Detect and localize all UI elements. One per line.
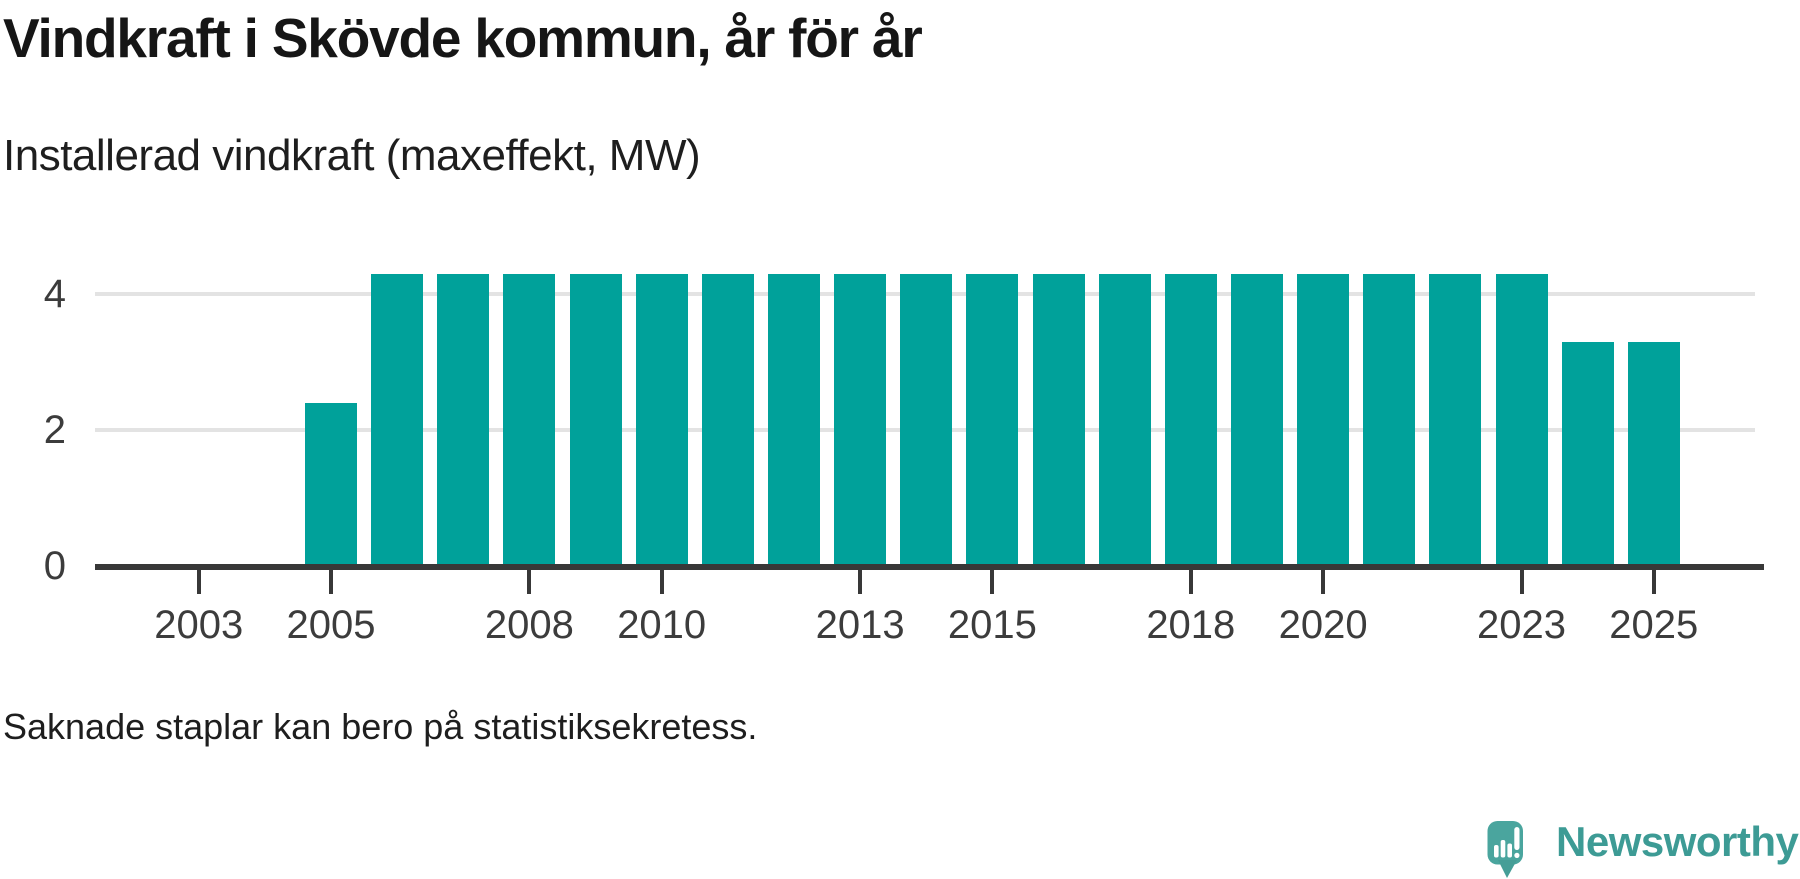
x-axis-tick-2005 — [329, 570, 333, 594]
bar-2010 — [635, 274, 688, 566]
x-axis-label-2020: 2020 — [1278, 603, 1368, 647]
x-axis-tick-2010 — [659, 570, 664, 594]
x-axis-label-2025: 2025 — [1609, 603, 1699, 647]
x-axis-tick-2020 — [1321, 570, 1326, 594]
chart-subtitle: Installerad vindkraft (maxeffekt, MW) — [3, 131, 701, 180]
bar-2011 — [701, 274, 754, 566]
bar-2025 — [1627, 341, 1680, 566]
bar-2019 — [1230, 274, 1283, 566]
bar-2005 — [305, 403, 357, 566]
newsworthy-logo-icon — [1487, 821, 1523, 878]
bar-2021 — [1363, 274, 1416, 566]
x-axis-tick-2008 — [527, 570, 532, 594]
mini-bar-3 — [1507, 843, 1512, 858]
exclamation-bar — [1514, 827, 1520, 850]
footnote: Saknade staplar kan bero på statistiksek… — [3, 706, 758, 747]
x-axis-label-2005: 2005 — [286, 603, 376, 647]
bar-2018 — [1164, 274, 1217, 566]
bar-2015 — [966, 274, 1019, 566]
x-axis-label-2008: 2008 — [484, 603, 574, 647]
x-axis-label-2013: 2013 — [815, 603, 905, 647]
x-axis-tick-2018 — [1188, 570, 1193, 594]
y-axis-label-2: 2 — [43, 408, 66, 453]
x-axis-tick-2023 — [1519, 570, 1524, 594]
chart-title: Vindkraft i Skövde kommun, år för år — [3, 7, 923, 69]
x-axis-tick-2025 — [1651, 570, 1656, 594]
speech-bubble-tail — [1498, 860, 1517, 878]
bar-2008 — [503, 274, 556, 566]
exclamation-dot — [1514, 852, 1520, 858]
bar-2013 — [834, 274, 887, 566]
y-axis-label-4: 4 — [43, 272, 66, 317]
x-axis-tick-2003 — [196, 570, 201, 594]
bar-2017 — [1098, 274, 1151, 566]
bar-2020 — [1297, 274, 1350, 566]
mini-bar-1 — [1494, 845, 1499, 858]
x-axis-label-2003: 2003 — [154, 603, 244, 647]
x-axis-label-2018: 2018 — [1146, 603, 1236, 647]
mini-bar-2 — [1500, 840, 1506, 858]
bar-2016 — [1032, 274, 1085, 566]
x-axis-label-2015: 2015 — [947, 603, 1037, 647]
bar-2007 — [437, 274, 490, 566]
bar-2012 — [767, 274, 820, 566]
x-axis-tick-2015 — [990, 570, 995, 594]
bar-2022 — [1429, 274, 1482, 566]
bar-2023 — [1495, 274, 1548, 566]
brand-name: Newsworthy — [1556, 818, 1799, 865]
x-axis-label-2010: 2010 — [617, 603, 707, 647]
bar-2009 — [569, 274, 622, 566]
x-axis-tick-2013 — [858, 570, 863, 594]
y-axis-label-0: 0 — [43, 544, 66, 588]
x-axis-line — [95, 564, 1764, 570]
bar-2006 — [371, 274, 424, 566]
x-axis-label-2023: 2023 — [1477, 603, 1566, 647]
bar-2024 — [1561, 341, 1614, 566]
bar-2014 — [900, 274, 953, 566]
